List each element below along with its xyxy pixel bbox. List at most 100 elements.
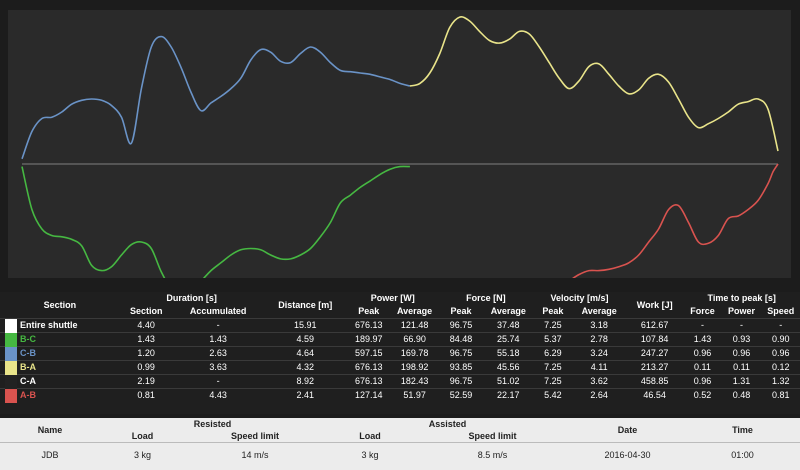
cell: 2.78 xyxy=(590,334,608,344)
cell: 4.11 xyxy=(590,362,608,372)
color-swatch xyxy=(5,347,17,361)
force-curve-chart xyxy=(21,16,779,278)
header-resisted: Resisted xyxy=(193,419,232,429)
cell: 2.63 xyxy=(209,348,227,358)
header-name: Name xyxy=(37,425,63,435)
subheader-force-peak: Peak xyxy=(450,306,472,316)
section-label: C-B xyxy=(20,348,36,358)
color-swatch xyxy=(5,389,17,403)
cell: 84.48 xyxy=(449,334,473,344)
cell: 96.75 xyxy=(449,376,473,386)
cell: 3.18 xyxy=(590,320,608,330)
chart-panel xyxy=(8,10,791,278)
cell: 1.43 xyxy=(137,334,155,344)
cell: 0.96 xyxy=(772,348,790,358)
cell: 5.37 xyxy=(544,334,562,344)
results-table-panel: Section Duration [s] Distance [m] Power … xyxy=(0,292,800,414)
header-force: Force [N] xyxy=(466,293,506,303)
cell: 1.20 xyxy=(137,348,155,358)
cell: 3.24 xyxy=(590,348,608,358)
series-line-c-b xyxy=(21,35,411,160)
table-row[interactable]: B-C 1.43 1.43 4.59 189.97 66.90 84.48 25… xyxy=(0,332,800,347)
summary-name: JDB xyxy=(41,450,59,460)
subheader-assisted-load: Load xyxy=(359,431,381,441)
cell: 52.59 xyxy=(449,390,473,400)
color-swatch xyxy=(5,375,17,389)
summary-date: 2016-04-30 xyxy=(604,450,651,460)
table-row[interactable]: Entire shuttle 4.40 - 15.91 676.13 121.4… xyxy=(0,318,800,333)
table-row[interactable]: A-B 0.81 4.43 2.41 127.14 51.97 52.59 22… xyxy=(0,388,800,403)
cell: 0.96 xyxy=(732,348,751,358)
cell: 7.25 xyxy=(544,376,562,386)
cell: 93.85 xyxy=(449,362,473,372)
cell: 4.59 xyxy=(296,334,315,344)
section-label: C-A xyxy=(20,376,36,386)
cell: - xyxy=(216,376,220,386)
table-row[interactable]: B-A 0.99 3.63 4.32 676.13 198.92 93.85 4… xyxy=(0,360,800,375)
cell: 4.43 xyxy=(209,390,227,400)
cell: 0.96 xyxy=(693,348,712,358)
subheader-ttp-force: Force xyxy=(690,306,715,316)
subheader-power-average: Average xyxy=(397,306,433,316)
cell: 1.43 xyxy=(693,334,712,344)
header-assisted: Assisted xyxy=(428,419,467,429)
summary-row[interactable]: JDB 3 kg 14 m/s 3 kg 8.5 m/s 2016-04-30 … xyxy=(0,442,800,463)
cell: 4.40 xyxy=(137,320,155,330)
cell: 213.27 xyxy=(640,362,669,372)
cell: 51.02 xyxy=(497,376,520,386)
table-row[interactable]: C-B 1.20 2.63 4.64 597.15 169.78 96.75 5… xyxy=(0,346,800,361)
cell: 2.19 xyxy=(137,376,155,386)
row-section-cell: A-B xyxy=(0,389,120,403)
cell: - xyxy=(216,320,220,330)
header-time: Time xyxy=(732,425,753,435)
series-line-b-a xyxy=(409,16,779,152)
cell: 1.32 xyxy=(772,376,790,386)
series-layer xyxy=(21,16,779,278)
row-section-cell: C-A xyxy=(0,375,120,389)
cell: 51.97 xyxy=(403,390,426,400)
summary-assisted-speed: 8.5 m/s xyxy=(477,450,508,460)
cell: 0.99 xyxy=(137,362,155,372)
subheader-ttp-power: Power xyxy=(728,306,756,316)
subheader-accumulated: Accumulated xyxy=(189,306,247,316)
header-section: Section xyxy=(43,299,77,310)
row-section-cell: B-A xyxy=(0,361,120,375)
results-table: Section Duration [s] Distance [m] Power … xyxy=(0,292,800,403)
session-summary-table: Name Resisted Assisted Date Time Load Sp… xyxy=(0,418,800,462)
subheader-power-peak: Peak xyxy=(358,306,380,316)
cell: 0.12 xyxy=(772,362,790,372)
cell: 6.29 xyxy=(544,348,562,358)
header-duration: Duration [s] xyxy=(166,293,217,303)
subheader-assisted-speed-limit: Speed limit xyxy=(468,431,517,441)
cell: 0.90 xyxy=(772,334,790,344)
subheader-ttp-speed: Speed xyxy=(767,306,795,316)
cell: 0.96 xyxy=(693,376,712,386)
cell: 676.13 xyxy=(354,376,383,386)
cell: 3.62 xyxy=(590,376,608,386)
series-line-b-c xyxy=(21,165,410,278)
header-velocity: Velocity [m/s] xyxy=(550,293,609,303)
session-summary-panel: Name Resisted Assisted Date Time Load Sp… xyxy=(0,418,800,470)
cell: 25.74 xyxy=(497,334,520,344)
cell: 4.64 xyxy=(296,348,315,358)
subheader-velocity-average: Average xyxy=(581,306,617,316)
table-row[interactable]: C-A 2.19 - 8.92 676.13 182.43 96.75 51.0… xyxy=(0,374,800,389)
cell: 0.52 xyxy=(693,390,712,400)
cell: 458.85 xyxy=(640,376,669,386)
color-swatch xyxy=(5,361,17,375)
cell: 127.14 xyxy=(354,390,383,400)
summary-time: 01:00 xyxy=(731,450,754,460)
cell: 0.81 xyxy=(137,390,155,400)
cell: 169.78 xyxy=(400,348,429,358)
cell: 247.27 xyxy=(640,348,669,358)
cell: 676.13 xyxy=(354,362,383,372)
cell: 676.13 xyxy=(354,320,383,330)
cell: 189.97 xyxy=(354,334,383,344)
subheader-resisted-load: Load xyxy=(131,431,154,441)
row-section-cell: Entire shuttle xyxy=(0,319,120,333)
cell: 5.42 xyxy=(544,390,562,400)
header-work: Work [J] xyxy=(636,299,673,310)
cell: 2.64 xyxy=(590,390,608,400)
cell: 37.48 xyxy=(497,320,520,330)
cell: 0.93 xyxy=(732,334,751,344)
